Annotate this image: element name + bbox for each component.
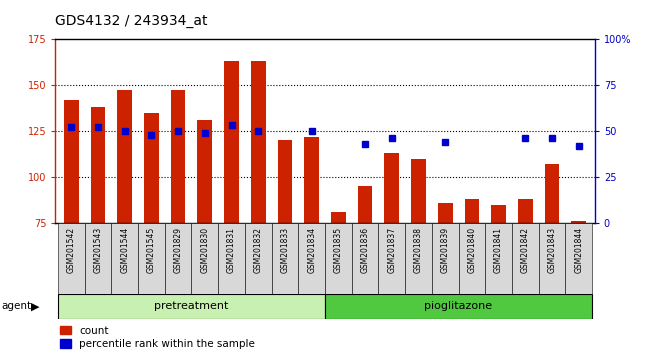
Bar [518, 199, 532, 223]
FancyBboxPatch shape [111, 223, 138, 294]
Text: GSM201842: GSM201842 [521, 227, 530, 273]
Bar [331, 212, 346, 223]
Bar [58, 294, 325, 319]
Text: GSM201836: GSM201836 [361, 227, 370, 273]
Text: GSM201843: GSM201843 [547, 227, 556, 273]
Text: pretreatment: pretreatment [154, 301, 229, 311]
FancyBboxPatch shape [325, 223, 352, 294]
FancyBboxPatch shape [458, 223, 486, 294]
Text: GSM201545: GSM201545 [147, 227, 156, 273]
Legend: count, percentile rank within the sample: count, percentile rank within the sample [60, 326, 255, 349]
Text: GDS4132 / 243934_at: GDS4132 / 243934_at [55, 14, 208, 28]
FancyBboxPatch shape [58, 223, 84, 294]
FancyBboxPatch shape [539, 223, 566, 294]
Text: GSM201835: GSM201835 [334, 227, 343, 273]
Bar [278, 140, 292, 223]
Text: GSM201840: GSM201840 [467, 227, 476, 273]
Text: GSM201832: GSM201832 [254, 227, 263, 273]
Bar [304, 137, 319, 223]
Text: GSM201542: GSM201542 [67, 227, 76, 273]
Bar [545, 164, 560, 223]
FancyBboxPatch shape [432, 223, 458, 294]
FancyBboxPatch shape [566, 223, 592, 294]
Bar [491, 205, 506, 223]
FancyBboxPatch shape [378, 223, 405, 294]
Text: agent: agent [1, 301, 31, 311]
Bar [325, 294, 592, 319]
Bar [90, 107, 105, 223]
Text: GSM201831: GSM201831 [227, 227, 236, 273]
FancyBboxPatch shape [164, 223, 192, 294]
Bar [171, 91, 185, 223]
Bar [224, 61, 239, 223]
Text: pioglitazone: pioglitazone [424, 301, 493, 311]
Bar [251, 61, 266, 223]
Text: GSM201841: GSM201841 [494, 227, 503, 273]
Text: GSM201834: GSM201834 [307, 227, 316, 273]
Bar [144, 113, 159, 223]
Text: GSM201837: GSM201837 [387, 227, 396, 273]
Text: ▶: ▶ [31, 301, 40, 311]
Text: GSM201839: GSM201839 [441, 227, 450, 273]
FancyBboxPatch shape [84, 223, 111, 294]
FancyBboxPatch shape [272, 223, 298, 294]
FancyBboxPatch shape [405, 223, 432, 294]
Text: GSM201844: GSM201844 [574, 227, 583, 273]
Bar [198, 120, 212, 223]
Text: GSM201543: GSM201543 [94, 227, 103, 273]
Bar [571, 221, 586, 223]
FancyBboxPatch shape [486, 223, 512, 294]
FancyBboxPatch shape [192, 223, 218, 294]
FancyBboxPatch shape [218, 223, 245, 294]
Bar [358, 186, 372, 223]
FancyBboxPatch shape [298, 223, 325, 294]
FancyBboxPatch shape [138, 223, 164, 294]
FancyBboxPatch shape [352, 223, 378, 294]
Bar [384, 153, 399, 223]
Text: GSM201830: GSM201830 [200, 227, 209, 273]
Bar [411, 159, 426, 223]
Text: GSM201833: GSM201833 [280, 227, 289, 273]
Bar [438, 203, 452, 223]
FancyBboxPatch shape [512, 223, 539, 294]
Text: GSM201544: GSM201544 [120, 227, 129, 273]
Text: GSM201829: GSM201829 [174, 227, 183, 273]
Bar [118, 91, 132, 223]
Text: GSM201838: GSM201838 [414, 227, 423, 273]
Bar [465, 199, 479, 223]
Bar [64, 100, 79, 223]
FancyBboxPatch shape [245, 223, 272, 294]
